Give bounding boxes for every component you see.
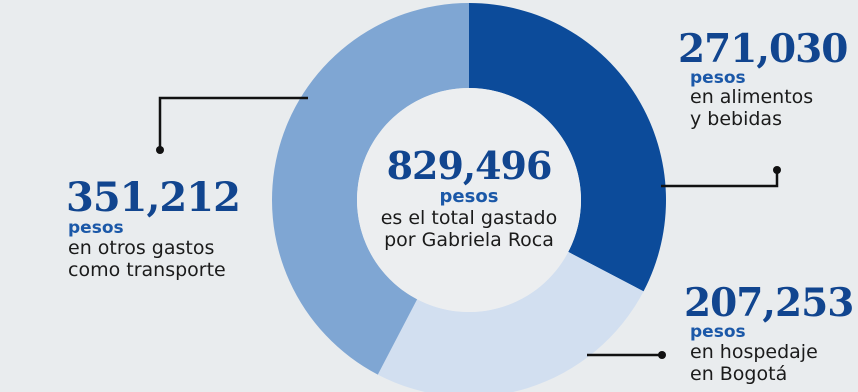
center-unit: pesos [439,186,499,207]
other-unit: pesos [68,218,124,238]
slice-alimentos [469,3,666,292]
other-amount: 351,212 [66,174,241,221]
leader-lines [156,96,781,359]
other-description: en otros gastos como transporte [68,237,226,281]
leader-dot-food [773,166,781,174]
lodging-line-2: en Bogotá [690,363,788,385]
center-total-amount: 829,496 [386,143,553,188]
other-line-2: como transporte [68,259,226,281]
leader-dot-lodging [658,351,666,359]
lodging-line-1: en hospedaje [690,341,818,363]
lodging-amount: 207,253 [684,280,854,326]
center-line-1: es el total gastado [380,207,558,229]
leader-line-food [661,170,779,188]
donut-hole [357,88,581,312]
center-description: es el total gastado por Gabriela Roca [354,207,584,251]
slice-hospedaje [377,251,644,392]
slice-otros [271,3,469,375]
lodging-unit: pesos [690,322,746,342]
lodging-description: en hospedaje en Bogotá [690,341,818,385]
leader-dot-other [156,146,164,154]
donut-slices [271,3,666,392]
food-line-2: y bebidas [690,108,782,130]
leader-line-other [158,96,308,150]
center-line-2: por Gabriela Roca [384,229,554,251]
other-line-1: en otros gastos [68,237,215,259]
food-unit: pesos [690,68,746,88]
food-amount: 271,030 [678,26,848,72]
food-line-1: en alimentos [690,86,814,108]
food-description: en alimentos y bebidas [690,86,813,130]
